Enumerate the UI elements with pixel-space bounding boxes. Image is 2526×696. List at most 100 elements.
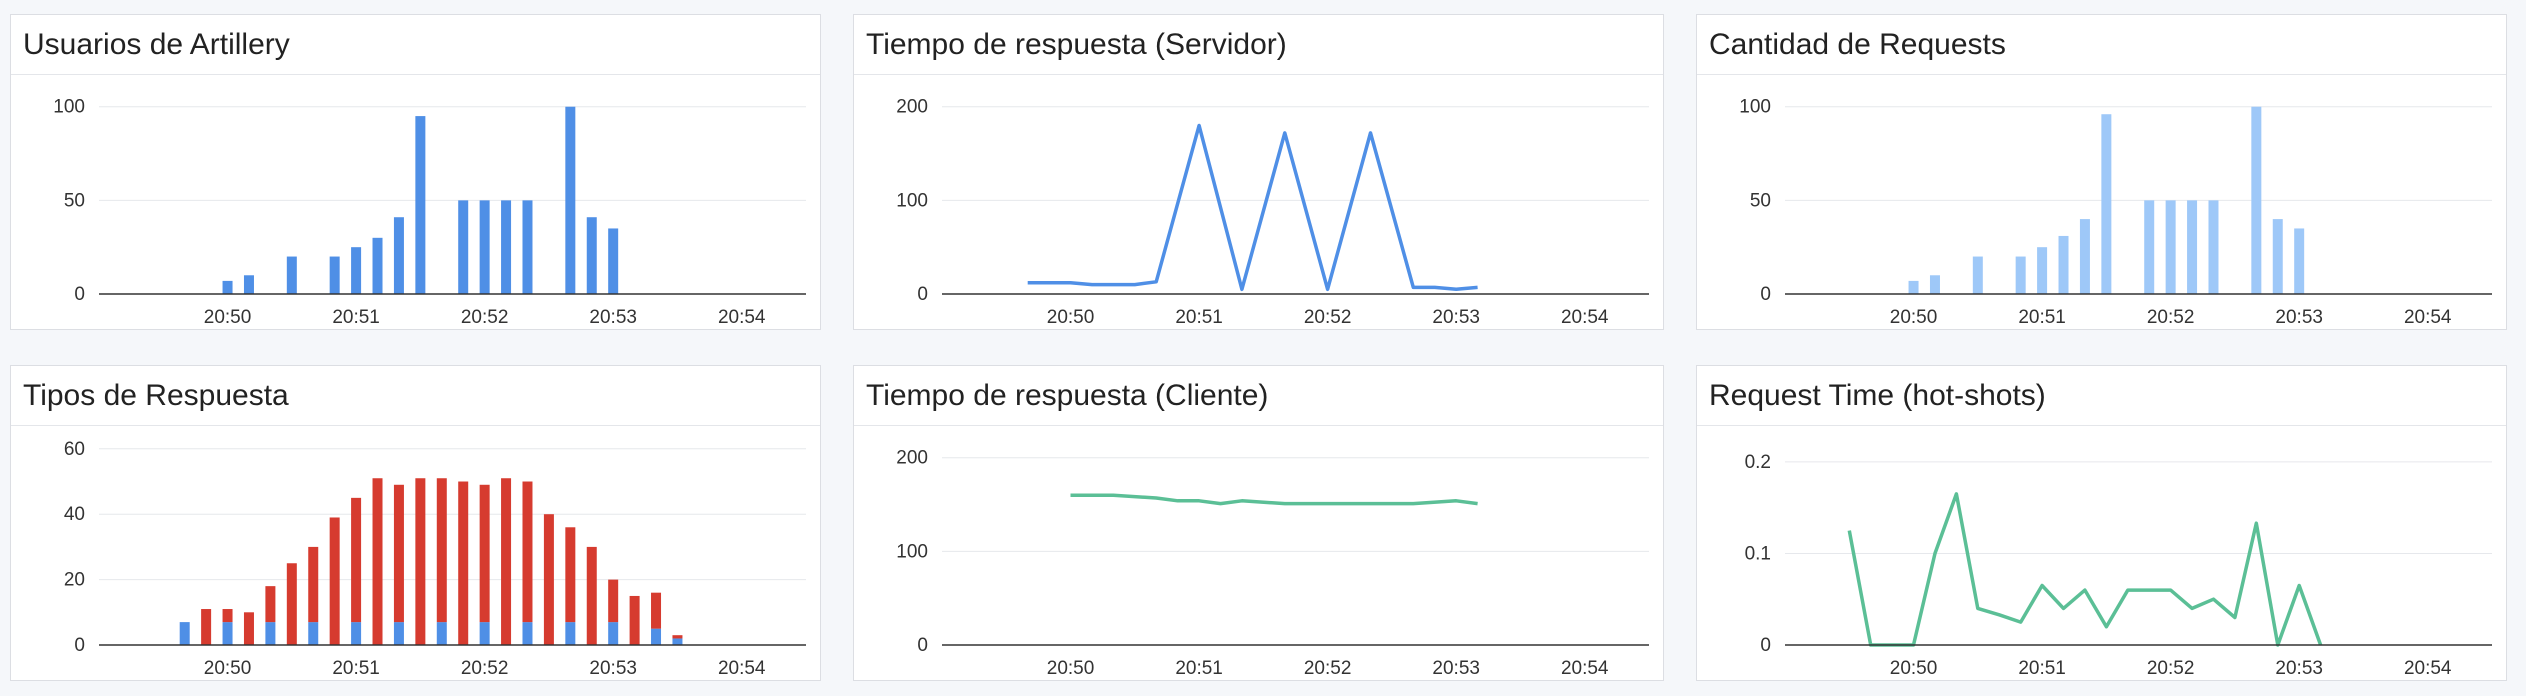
chart-cantidad-requests[interactable]: 0 50 100 20:50 20:51 20:52 20:53 20:54 [1697, 76, 2506, 329]
bar [243, 275, 254, 294]
y-tick-label: 20 [64, 570, 85, 591]
y-tick-label: 60 [64, 439, 85, 460]
bar [2058, 235, 2069, 294]
x-tick-label: 20:50 [1047, 658, 1095, 679]
chart-tiempo-respuesta-servidor[interactable]: 0 100 200 20:50 20:51 20:52 20:53 20:54 [854, 76, 1663, 329]
bar [436, 478, 447, 623]
bar [2165, 200, 2176, 294]
x-tick-label: 20:54 [1561, 307, 1609, 328]
x-tick-label: 20:51 [332, 658, 380, 679]
bar [415, 478, 426, 645]
y-tick-label: 100 [53, 97, 85, 118]
bar [329, 256, 340, 294]
y-tick-label: 0.1 [1745, 543, 1771, 564]
bar [565, 527, 576, 623]
bar [479, 622, 490, 645]
bar [479, 484, 490, 623]
chart-usuarios-artillery[interactable]: 0 50 100 20:50 20:51 20:52 20:53 20:54 [11, 76, 820, 329]
y-tick-label: 0 [74, 284, 85, 305]
panel-usuarios-artillery: Usuarios de Artillery 0 50 100 20:50 20:51 20… [10, 14, 821, 330]
panel-title[interactable]: Tiempo de respuesta (Cliente) [854, 366, 1663, 426]
bar [2272, 219, 2283, 294]
panel-title[interactable]: Tipos de Respuesta [11, 366, 820, 426]
bar [522, 481, 533, 623]
panel-title[interactable]: Usuarios de Artillery [11, 15, 820, 75]
x-tick-label: 20:51 [2018, 307, 2066, 328]
panel-request-time-hot-shots: Request Time (hot-shots) 0 0.1 0.2 20:50 20:… [1696, 365, 2507, 681]
bar [608, 622, 619, 645]
y-tick-label: 40 [64, 504, 85, 525]
y-tick-label: 100 [896, 541, 928, 562]
bar [286, 256, 297, 294]
bar [2015, 256, 2026, 294]
x-tick-label: 20:53 [2275, 658, 2323, 679]
bar [586, 546, 597, 645]
bar [2144, 200, 2155, 294]
chart-tipos-respuesta[interactable]: 0 20 40 60 20:50 20:51 20:52 20:53 20:54 [11, 427, 820, 680]
y-tick-label: 50 [1750, 190, 1771, 211]
bar [501, 200, 512, 294]
bar [672, 635, 683, 639]
bar [179, 622, 190, 645]
panel-tiempo-respuesta-cliente: Tiempo de respuesta (Cliente) 0 100 200 20:… [853, 365, 1664, 681]
bar [2294, 228, 2305, 294]
bar [222, 609, 233, 623]
x-tick-label: 20:52 [2147, 307, 2195, 328]
bar [265, 586, 276, 623]
y-tick-label: 0 [74, 635, 85, 656]
y-tick-label: 0 [917, 284, 928, 305]
bar [565, 622, 576, 645]
bar [586, 217, 597, 294]
y-tick-label: 100 [1739, 97, 1771, 118]
x-tick-label: 20:52 [1304, 307, 1352, 328]
y-tick-label: 0 [1760, 635, 1771, 656]
x-tick-label: 20:54 [718, 658, 766, 679]
bar [522, 622, 533, 645]
bar [608, 228, 619, 294]
bar [222, 280, 233, 294]
chart-tiempo-respuesta-cliente[interactable]: 0 100 200 20:50 20:51 20:52 20:53 20:54 [854, 427, 1663, 680]
bar [393, 484, 404, 623]
x-tick-label: 20:50 [1890, 307, 1938, 328]
bar [308, 622, 319, 645]
panel-title[interactable]: Tiempo de respuesta (Servidor) [854, 15, 1663, 75]
bar [501, 478, 512, 645]
bar [2101, 114, 2112, 294]
x-tick-label: 20:53 [589, 658, 637, 679]
x-tick-label: 20:54 [1561, 658, 1609, 679]
y-tick-label: 0 [917, 635, 928, 656]
bar [393, 622, 404, 645]
bar [2187, 200, 2198, 294]
x-tick-label: 20:54 [718, 307, 766, 328]
chart-request-time-hot-shots[interactable]: 0 0.1 0.2 20:50 20:51 20:52 20:53 20:54 [1697, 427, 2506, 680]
bar [651, 628, 662, 645]
bar [222, 622, 233, 645]
x-tick-label: 20:52 [2147, 658, 2195, 679]
bar [458, 200, 469, 294]
bar [1972, 256, 1983, 294]
bar [351, 622, 362, 645]
bar [351, 247, 362, 294]
bar [436, 622, 447, 645]
y-tick-label: 100 [896, 190, 928, 211]
x-tick-label: 20:50 [204, 658, 252, 679]
bar [308, 546, 319, 623]
x-tick-label: 20:52 [1304, 658, 1352, 679]
panel-tipos-respuesta: Tipos de Respuesta 0 20 40 60 20:50 20:51 20:5… [10, 365, 821, 681]
panel-title[interactable]: Request Time (hot-shots) [1697, 366, 2506, 426]
x-tick-label: 20:50 [1047, 307, 1095, 328]
bar [372, 478, 383, 645]
bar [608, 579, 619, 623]
x-tick-label: 20:54 [2404, 658, 2452, 679]
bar [393, 217, 404, 294]
bar [1908, 280, 1919, 294]
bar [351, 497, 362, 623]
panel-title[interactable]: Cantidad de Requests [1697, 15, 2506, 75]
bar [2079, 219, 2090, 294]
x-tick-label: 20:53 [1432, 658, 1480, 679]
bar [2208, 200, 2219, 294]
series-line [1847, 492, 2323, 647]
x-tick-label: 20:53 [589, 307, 637, 328]
x-tick-label: 20:51 [2018, 658, 2066, 679]
bar [651, 592, 662, 629]
